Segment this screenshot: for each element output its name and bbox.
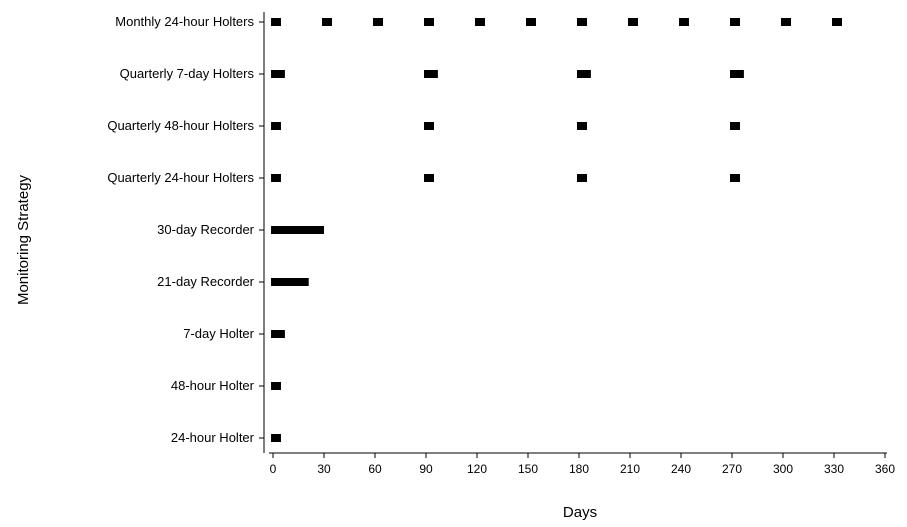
monitoring-period-mark: [526, 18, 536, 26]
monitoring-period-mark: [832, 18, 842, 26]
monitoring-period-mark: [271, 382, 281, 390]
monitoring-period-mark: [271, 122, 281, 130]
x-tick-label: 270: [722, 462, 742, 476]
monitoring-period-mark: [577, 122, 587, 130]
x-axis: 0 30 60 90 120 150 180 210 240 270 300 330 360: [269, 452, 895, 476]
monitoring-period-mark: [730, 70, 744, 78]
x-tick-label: 120: [467, 462, 487, 476]
monitoring-period-mark: [577, 18, 587, 26]
y-tick-label: 24-hour Holter: [171, 430, 255, 445]
monitoring-period-mark: [271, 70, 285, 78]
y-axis-title: Monitoring Strategy: [15, 174, 32, 305]
x-tick-label: 60: [368, 462, 382, 476]
monitoring-period-mark: [781, 18, 791, 26]
y-tick-label: Quarterly 24-hour Holters: [107, 170, 254, 185]
y-tick-label: Monthly 24-hour Holters: [115, 14, 254, 29]
monitoring-period-mark: [322, 18, 332, 26]
y-axis: Monthly 24-hour Holters Quarterly 7-day H…: [107, 12, 265, 453]
monitoring-period-mark: [373, 18, 383, 26]
monitoring-period-mark: [271, 174, 281, 182]
monitoring-period-mark: [424, 70, 438, 78]
x-tick-label: 360: [875, 462, 895, 476]
monitoring-period-mark: [577, 174, 587, 182]
x-tick-label: 300: [773, 462, 793, 476]
monitoring-period-mark: [424, 18, 434, 26]
x-tick-label: 330: [824, 462, 844, 476]
x-tick-label: 30: [317, 462, 331, 476]
x-tick-label: 150: [518, 462, 538, 476]
x-tick-label: 210: [620, 462, 640, 476]
monitoring-period-mark: [271, 278, 309, 286]
monitoring-period-mark: [730, 18, 740, 26]
y-tick-label: 30-day Recorder: [157, 222, 254, 237]
chart-marks: [271, 18, 842, 442]
monitoring-period-mark: [271, 226, 324, 234]
y-tick-label: Quarterly 7-day Holters: [120, 66, 255, 81]
y-tick-label: 7-day Holter: [183, 326, 254, 341]
monitoring-period-mark: [577, 70, 591, 78]
x-axis-title: Days: [563, 504, 597, 521]
y-tick-label: Quarterly 48-hour Holters: [107, 118, 254, 133]
monitoring-period-mark: [628, 18, 638, 26]
monitoring-period-mark: [730, 122, 740, 130]
x-tick-label: 240: [671, 462, 691, 476]
x-tick-label: 0: [270, 462, 277, 476]
monitoring-period-mark: [271, 330, 285, 338]
monitoring-period-mark: [271, 18, 281, 26]
monitoring-period-mark: [424, 122, 434, 130]
x-tick-label: 90: [419, 462, 433, 476]
y-tick-label: 48-hour Holter: [171, 378, 255, 393]
y-tick-label: 21-day Recorder: [157, 274, 254, 289]
monitoring-period-mark: [424, 174, 434, 182]
monitoring-period-mark: [271, 434, 281, 442]
monitoring-period-mark: [475, 18, 485, 26]
monitoring-period-mark: [730, 174, 740, 182]
monitoring-period-mark: [679, 18, 689, 26]
x-tick-label: 180: [569, 462, 589, 476]
